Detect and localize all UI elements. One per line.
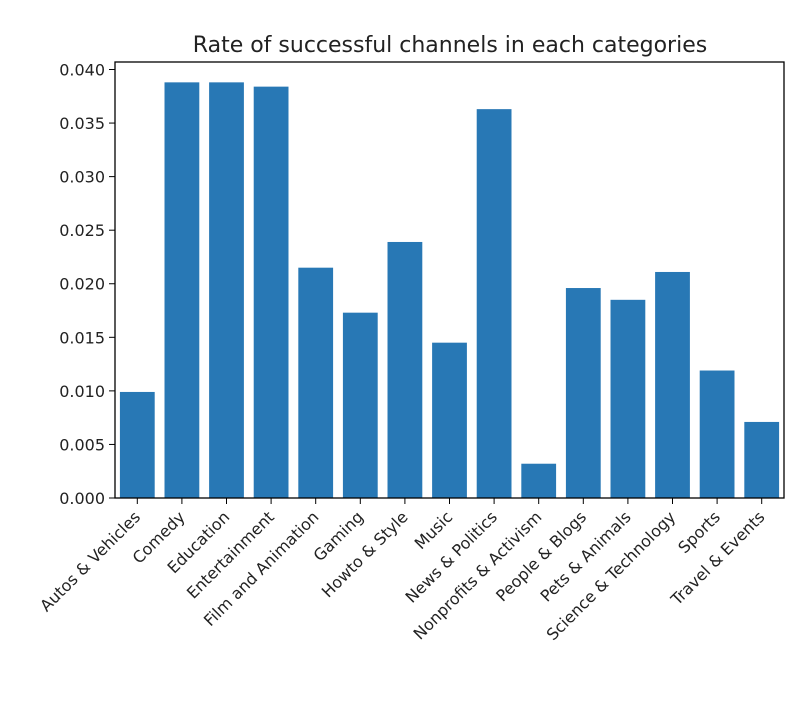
bar bbox=[342, 312, 378, 498]
bar bbox=[119, 391, 155, 498]
bar bbox=[744, 421, 780, 498]
bar bbox=[476, 109, 512, 498]
y-tick-label: 0.010 bbox=[59, 382, 105, 401]
y-tick-label: 0.015 bbox=[59, 328, 105, 347]
y-tick-label: 0.000 bbox=[59, 489, 105, 508]
bars-layer bbox=[119, 82, 780, 498]
bar bbox=[253, 86, 289, 498]
y-tick-label: 0.025 bbox=[59, 221, 105, 240]
bar bbox=[521, 463, 557, 498]
bar bbox=[655, 271, 690, 498]
plot-frame bbox=[114, 61, 785, 499]
bar bbox=[298, 267, 334, 498]
chart-title: Rate of successful channels in each cate… bbox=[193, 33, 707, 58]
bar bbox=[432, 342, 467, 498]
bar bbox=[387, 241, 423, 498]
y-tick-label: 0.020 bbox=[59, 275, 105, 294]
bar bbox=[209, 82, 244, 498]
y-tick-label: 0.040 bbox=[59, 60, 105, 79]
y-axis: 0.000 0.005 0.010 0.015 0.020 0.025 0.030 0.035… bbox=[59, 60, 115, 508]
bar bbox=[699, 370, 735, 498]
bar bbox=[164, 82, 200, 498]
x-axis: Autos & VehiclesComedyEducationEntertain… bbox=[36, 498, 769, 644]
x-tick-label: Autos & Vehicles bbox=[36, 507, 144, 615]
bar bbox=[565, 288, 601, 498]
bar bbox=[610, 299, 646, 498]
y-tick-label: 0.005 bbox=[59, 435, 105, 454]
y-tick-label: 0.030 bbox=[59, 168, 105, 187]
y-tick-label: 0.035 bbox=[59, 114, 105, 133]
